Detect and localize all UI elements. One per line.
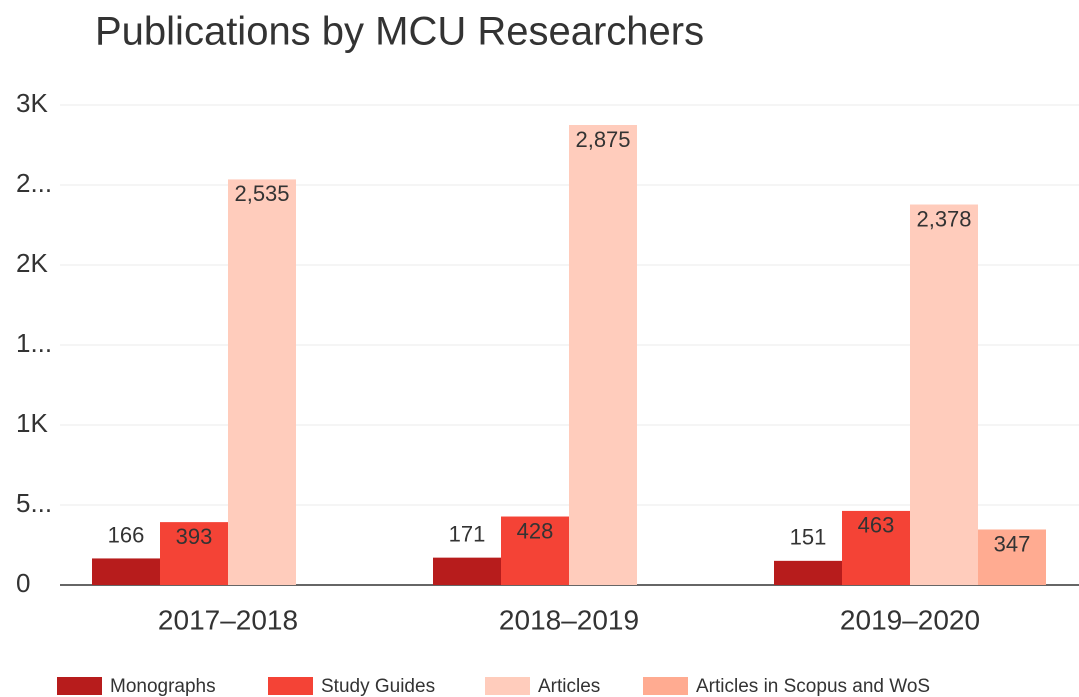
y-tick-label: 2... [16, 168, 52, 198]
bar [160, 522, 228, 585]
legend-swatch [485, 677, 530, 695]
y-tick-label: 0 [16, 568, 30, 598]
legend-label: Articles [538, 676, 600, 697]
bar [228, 179, 296, 585]
y-tick-label: 2K [16, 248, 48, 278]
x-tick-label: 2018–2019 [499, 604, 639, 635]
x-tick-label: 2019–2020 [840, 604, 980, 635]
legend-label: Articles in Scopus and WoS [696, 676, 930, 697]
y-tick-label: 5... [16, 488, 52, 518]
data-label: 171 [449, 521, 486, 546]
data-label: 2,535 [234, 181, 289, 206]
data-label: 2,378 [916, 206, 971, 231]
legend-label: Monographs [110, 676, 216, 697]
chart-title: Publications by MCU Researchers [95, 10, 704, 54]
bar [910, 204, 978, 585]
data-label: 463 [858, 513, 895, 538]
data-label: 347 [994, 531, 1031, 556]
data-label: 2,875 [575, 127, 630, 152]
legend-swatch [643, 677, 688, 695]
bar [774, 560, 842, 585]
y-tick-label: 1K [16, 408, 48, 438]
bar [569, 125, 637, 585]
y-tick-label: 3K [16, 88, 48, 118]
data-label: 428 [517, 518, 554, 543]
bar [92, 558, 160, 585]
legend-label: Study Guides [321, 676, 435, 697]
legend-swatch [268, 677, 313, 695]
bar [842, 510, 910, 585]
x-tick-label: 2017–2018 [158, 604, 298, 635]
data-label: 151 [790, 525, 827, 550]
data-label: 166 [108, 522, 145, 547]
bar [433, 557, 501, 585]
bar [978, 529, 1046, 585]
data-label: 393 [176, 524, 213, 549]
y-tick-label: 1... [16, 328, 52, 358]
legend-swatch [57, 677, 102, 695]
bar [501, 516, 569, 585]
